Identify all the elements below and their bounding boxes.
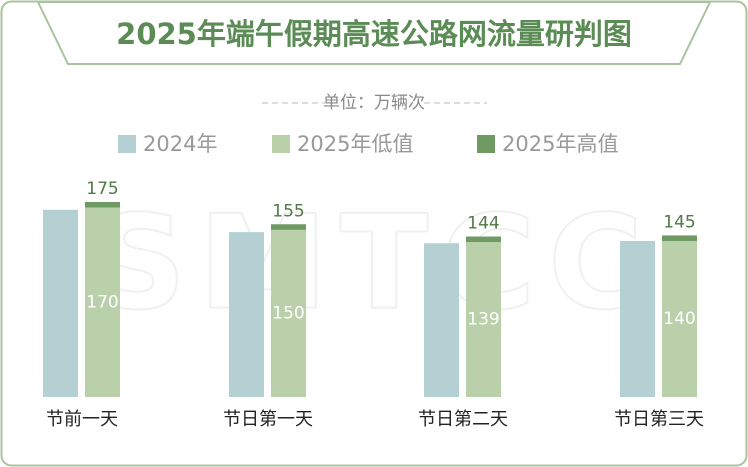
value-label: 144 [467, 214, 499, 234]
bar-high-segment [85, 202, 120, 208]
legend-swatch [118, 135, 136, 153]
x-tick-label: 节日第二天 [418, 409, 508, 430]
bar-high-segment [271, 224, 306, 230]
x-tick-label: 节日第一天 [223, 409, 313, 430]
legend-label: 2025年高值 [502, 132, 618, 156]
subtitle: 单位：万辆次 [323, 93, 425, 113]
bar [620, 241, 655, 397]
bar [85, 207, 120, 397]
x-tick-label: 节日第三天 [614, 409, 704, 430]
title-banner [36, 1, 712, 65]
bar-high-segment [466, 236, 501, 243]
bar [229, 232, 264, 397]
bar [43, 209, 78, 397]
x-tick-label: 节前一天 [46, 409, 118, 430]
legend-label: 2024年 [143, 132, 217, 156]
value-label: 140 [663, 309, 695, 329]
bar-high-segment [662, 235, 697, 241]
chart-title: 2025年端午假期高速公路网流量研判图 [116, 17, 632, 51]
value-label: 155 [272, 201, 304, 221]
value-label: 145 [663, 212, 695, 232]
bar [466, 242, 501, 397]
value-label: 139 [467, 310, 499, 330]
legend-swatch [272, 135, 290, 153]
value-label: 175 [86, 179, 118, 199]
value-label: 170 [86, 292, 118, 312]
value-label: 150 [272, 303, 304, 323]
legend-label: 2025年低值 [297, 132, 413, 156]
watermark: SMTCC [93, 187, 655, 339]
legend-swatch [477, 135, 495, 153]
bar [424, 243, 459, 397]
bar [271, 229, 306, 397]
bar [662, 241, 697, 397]
